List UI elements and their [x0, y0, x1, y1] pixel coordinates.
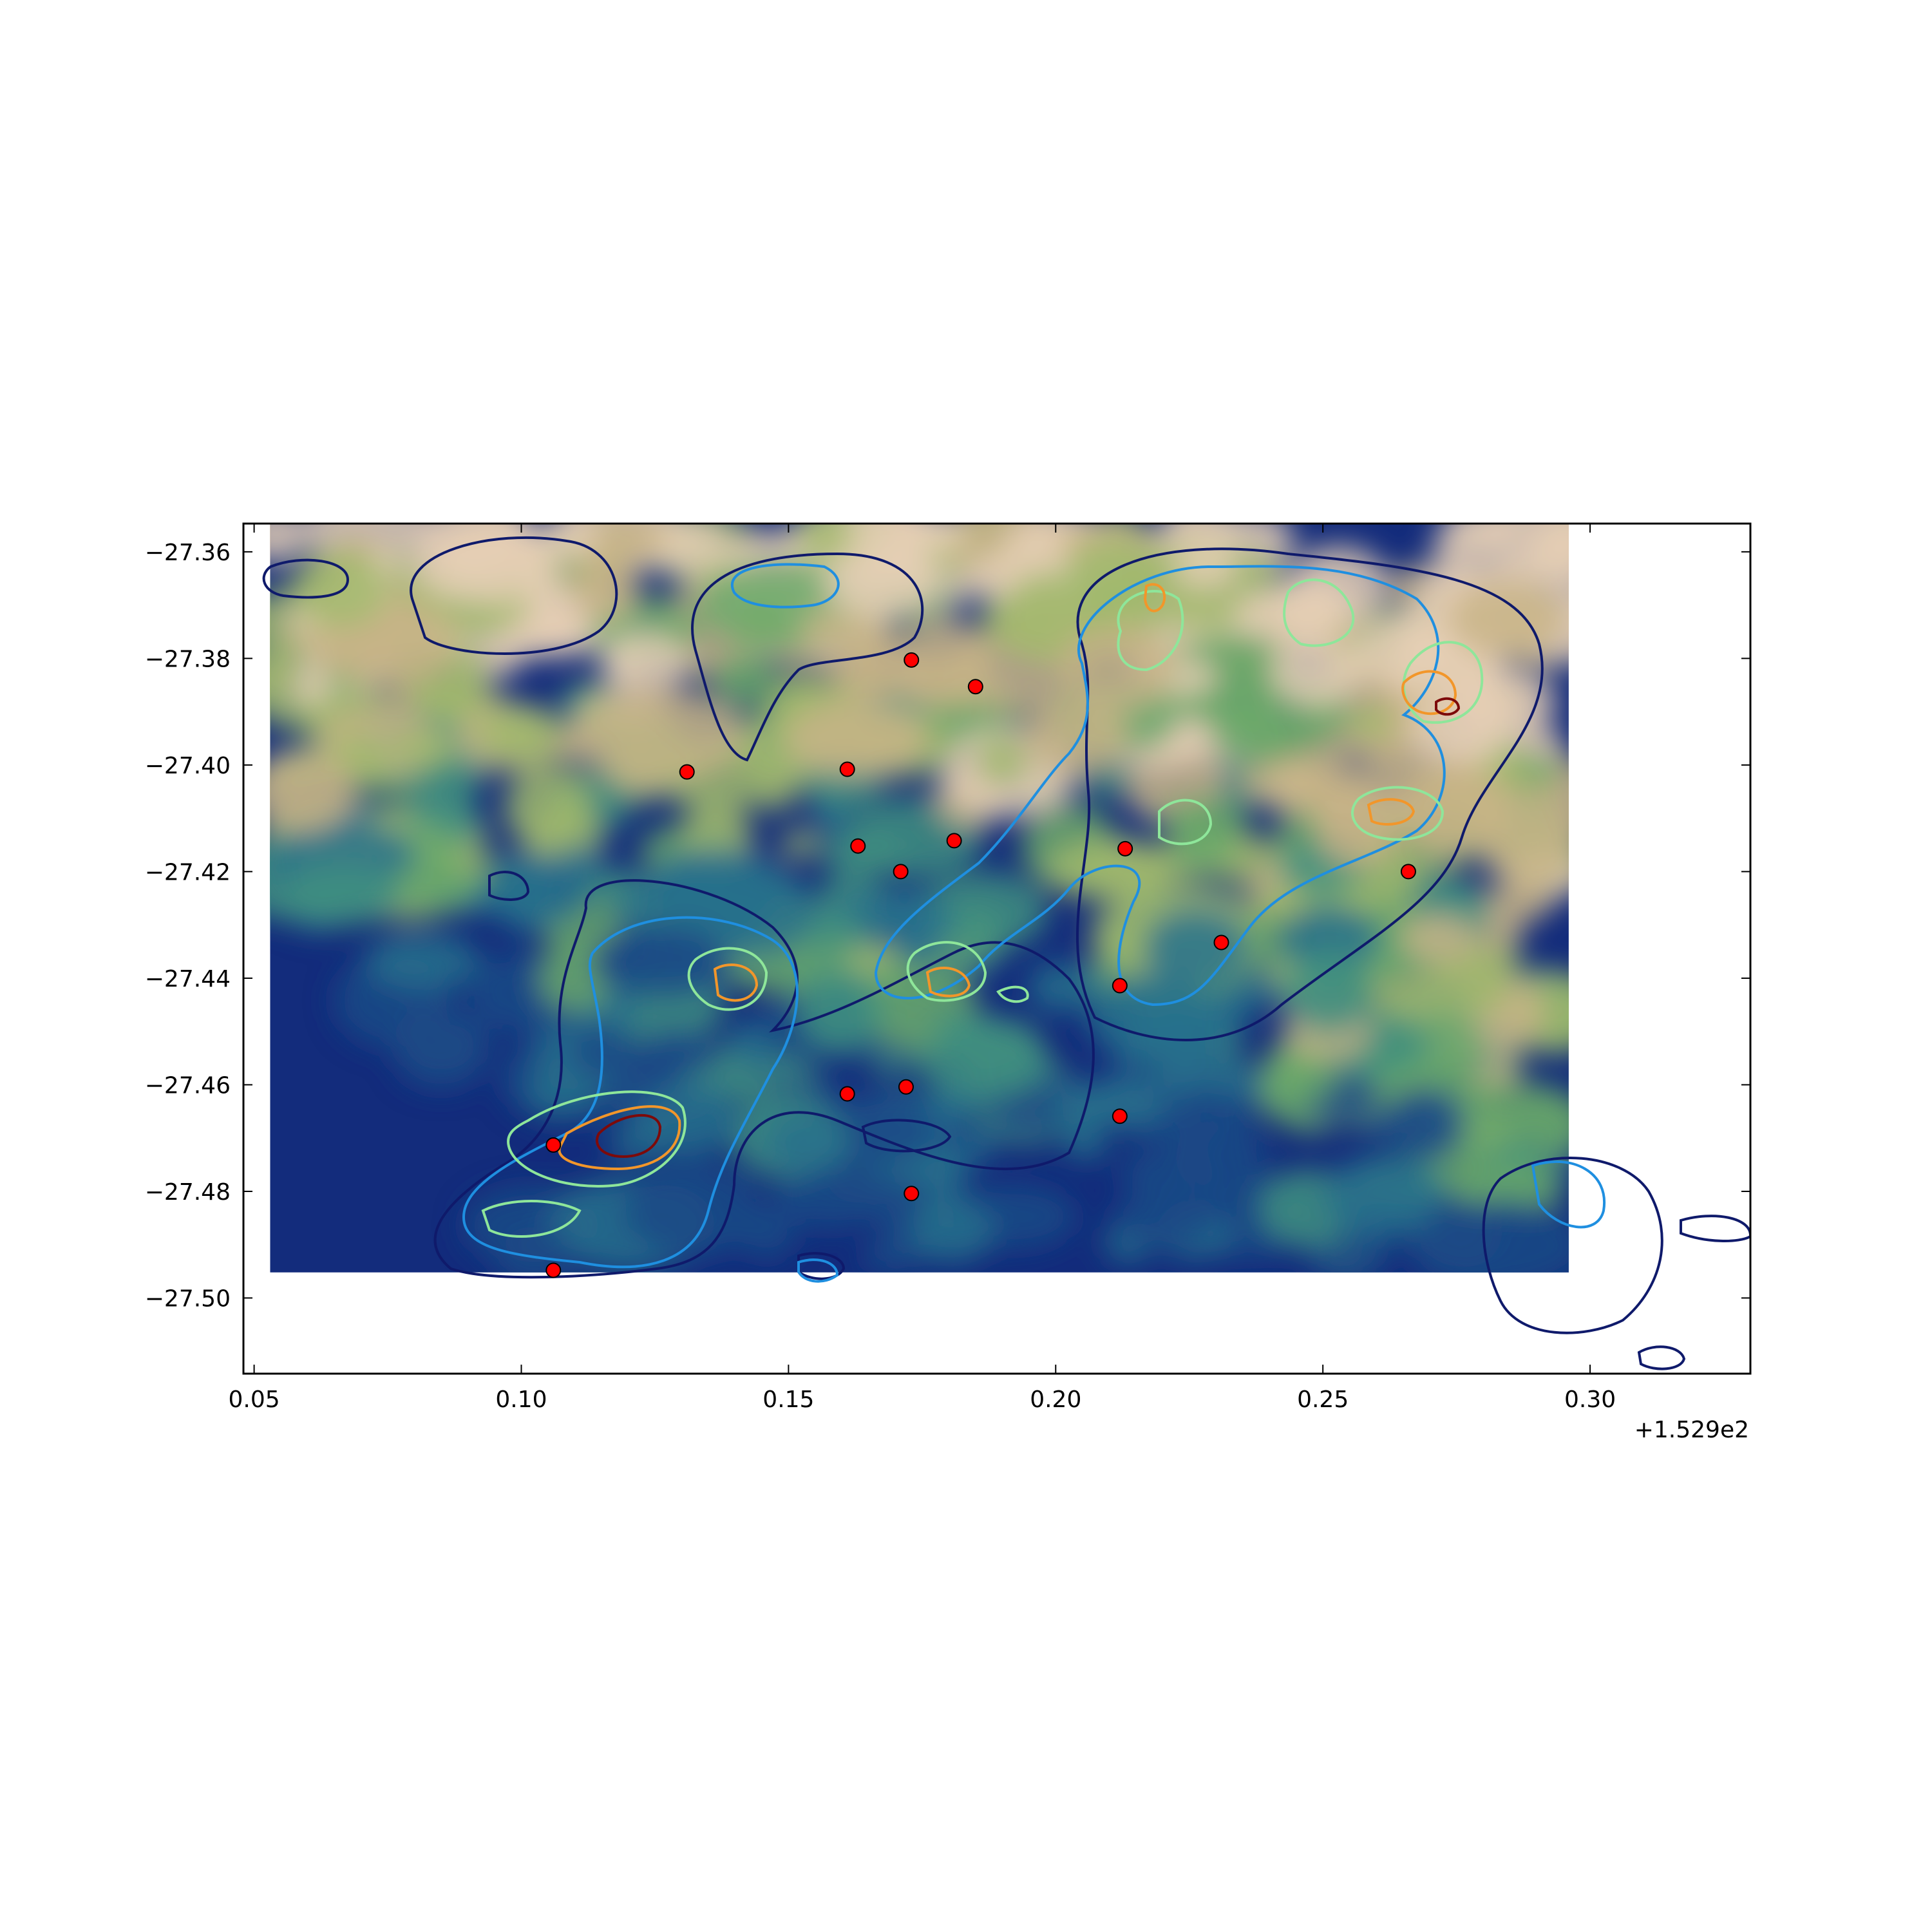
contour-level-5: [1435, 697, 1461, 716]
contour-level-2: [797, 1258, 839, 1283]
contour-level-4: [1401, 670, 1457, 715]
x-tick-label: 0.20: [1030, 1387, 1081, 1413]
contour-level-1: [488, 871, 530, 901]
y-tick-label: −27.42: [145, 859, 231, 886]
scatter-point: [1112, 978, 1128, 994]
contour-level-2: [1531, 1160, 1606, 1229]
contour-level-1: [433, 879, 1095, 1279]
scatter-point: [679, 764, 695, 780]
contour-level-1: [797, 1252, 846, 1280]
contour-level-3: [481, 1200, 582, 1238]
y-tick-label: −27.50: [145, 1285, 231, 1312]
contour-level-3: [1117, 590, 1184, 672]
x-tick-label: 0.15: [762, 1387, 814, 1413]
scatter-point: [839, 761, 855, 777]
scatter-point: [898, 1079, 914, 1095]
y-tick-label: −27.38: [145, 646, 231, 672]
contour-level-4: [1143, 583, 1166, 612]
scatter-point: [545, 1137, 562, 1153]
contour-lines: [262, 536, 1750, 1370]
scatter-point: [545, 1262, 562, 1278]
contour-level-1: [1680, 1215, 1750, 1242]
y-tick-label: −27.48: [145, 1179, 231, 1206]
contour-level-2: [731, 563, 840, 609]
contour-level-3: [1158, 799, 1213, 846]
x-offset-label: +1.529e2: [1634, 1417, 1749, 1443]
contour-level-3: [1283, 578, 1355, 647]
scatter-point: [1117, 840, 1133, 857]
axes-frame: [242, 522, 1752, 1375]
scatter-point: [904, 652, 920, 668]
y-tick-label: −27.36: [145, 540, 231, 566]
contour-level-1: [1637, 1345, 1686, 1370]
scatter-point: [1400, 864, 1416, 880]
contour-level-1: [1482, 1157, 1663, 1334]
contour-level-3: [507, 1090, 687, 1188]
y-tick-label: −27.44: [145, 966, 231, 992]
background-image: [270, 524, 1569, 1273]
scatter-point: [946, 833, 962, 849]
contour-level-3: [1351, 786, 1444, 841]
contour-level-5: [596, 1113, 662, 1158]
y-axis: −27.36 −27.38 −27.40 −27.42 −27.44 −27.46 −27.…: [145, 540, 1750, 1312]
contour-level-1: [262, 558, 350, 599]
scatter-point: [967, 679, 983, 695]
contour-level-4: [1367, 798, 1416, 826]
contour-level-4: [925, 966, 971, 998]
contour-level-2: [462, 916, 799, 1269]
contour-level-3: [906, 941, 987, 1002]
x-tick-label: 0.10: [495, 1387, 547, 1413]
contour-level-3: [687, 947, 768, 1011]
contour-level-1: [1075, 547, 1544, 1041]
scatter-point: [850, 838, 866, 854]
x-tick-label: 0.05: [229, 1387, 280, 1413]
contour-level-1: [861, 1119, 952, 1153]
x-axis: 0.05 0.10 0.15 0.20 0.25 0.30: [229, 524, 1616, 1413]
contour-level-1: [410, 536, 618, 655]
source-markers: [545, 652, 1416, 1278]
scatter-point: [1112, 1108, 1128, 1124]
y-tick-label: −27.46: [145, 1072, 231, 1099]
scatter-point: [904, 1186, 920, 1202]
contour-level-3: [996, 985, 1029, 1003]
scatter-point: [893, 864, 909, 880]
x-tick-label: 0.30: [1564, 1387, 1616, 1413]
scatter-point: [1213, 934, 1229, 951]
y-tick-label: −27.40: [145, 753, 231, 779]
contour-level-4: [713, 963, 759, 1002]
contour-level-4: [558, 1105, 681, 1171]
x-tick-label: 0.25: [1297, 1387, 1349, 1413]
scatter-point: [839, 1086, 855, 1102]
contour-level-2: [874, 565, 1446, 1007]
contour-level-1: [691, 552, 924, 762]
